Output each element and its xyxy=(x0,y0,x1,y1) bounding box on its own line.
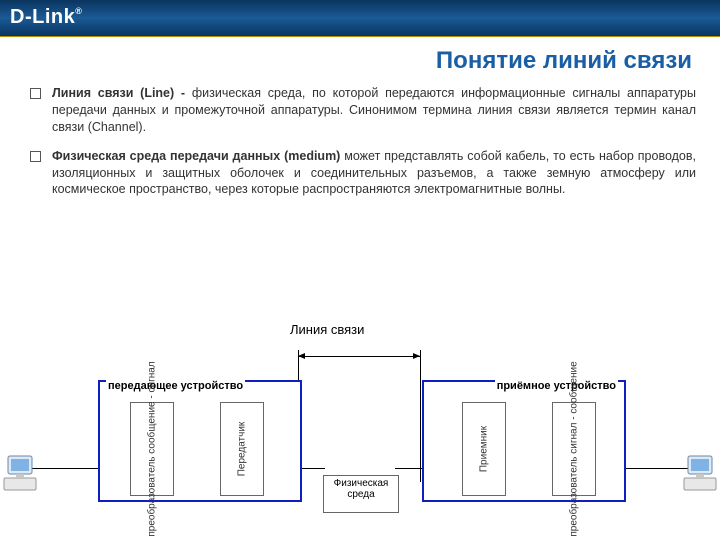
wire xyxy=(395,468,422,469)
header-bar: D-Link® xyxy=(0,0,720,37)
tx-transmitter-box: Передатчик xyxy=(220,402,264,496)
content-area: Линия связи (Line) - физическая среда, п… xyxy=(0,79,720,198)
tx-transmitter-label: Передатчик xyxy=(237,422,248,477)
tx-device-box: передающее устройство преобразователь со… xyxy=(98,380,302,502)
rx-device-box: приёмное устройство Приемник преобразова… xyxy=(422,380,626,502)
tx-converter-box: преобразователь сообщение - сигнал xyxy=(130,402,174,496)
computer-icon xyxy=(0,452,44,496)
brand-logo: D-Link® xyxy=(10,6,82,29)
rx-title: приёмное устройство xyxy=(495,380,618,392)
diagram-area: Линия связи передающее устройство преобр… xyxy=(0,300,720,540)
brand-reg: ® xyxy=(75,6,82,16)
computer-icon xyxy=(680,452,720,496)
rx-receiver-label: Приемник xyxy=(479,426,490,472)
rx-receiver-box: Приемник xyxy=(462,402,506,496)
page-title: Понятие линий связи xyxy=(0,37,720,79)
line-label: Линия связи xyxy=(290,322,364,337)
wire xyxy=(298,468,325,469)
span-arrow xyxy=(298,356,420,357)
tx-converter-label: преобразователь сообщение - сигнал xyxy=(147,361,158,536)
rx-converter-label: преобразователь сигнал - сообщение xyxy=(569,361,580,536)
bullet-item: Физическая среда передачи данных (medium… xyxy=(36,148,696,199)
bullet-bold: Физическая среда передачи данных (medium… xyxy=(52,149,344,163)
bullet-bold: Линия связи (Line) - xyxy=(52,86,192,100)
medium-box: Физическая среда xyxy=(323,475,399,513)
rx-converter-box: преобразователь сигнал - сообщение xyxy=(552,402,596,496)
tx-title: передающее устройство xyxy=(106,380,245,392)
tick-right xyxy=(420,350,421,482)
bullet-item: Линия связи (Line) - физическая среда, п… xyxy=(36,85,696,136)
brand-name: D-Link xyxy=(10,6,75,28)
